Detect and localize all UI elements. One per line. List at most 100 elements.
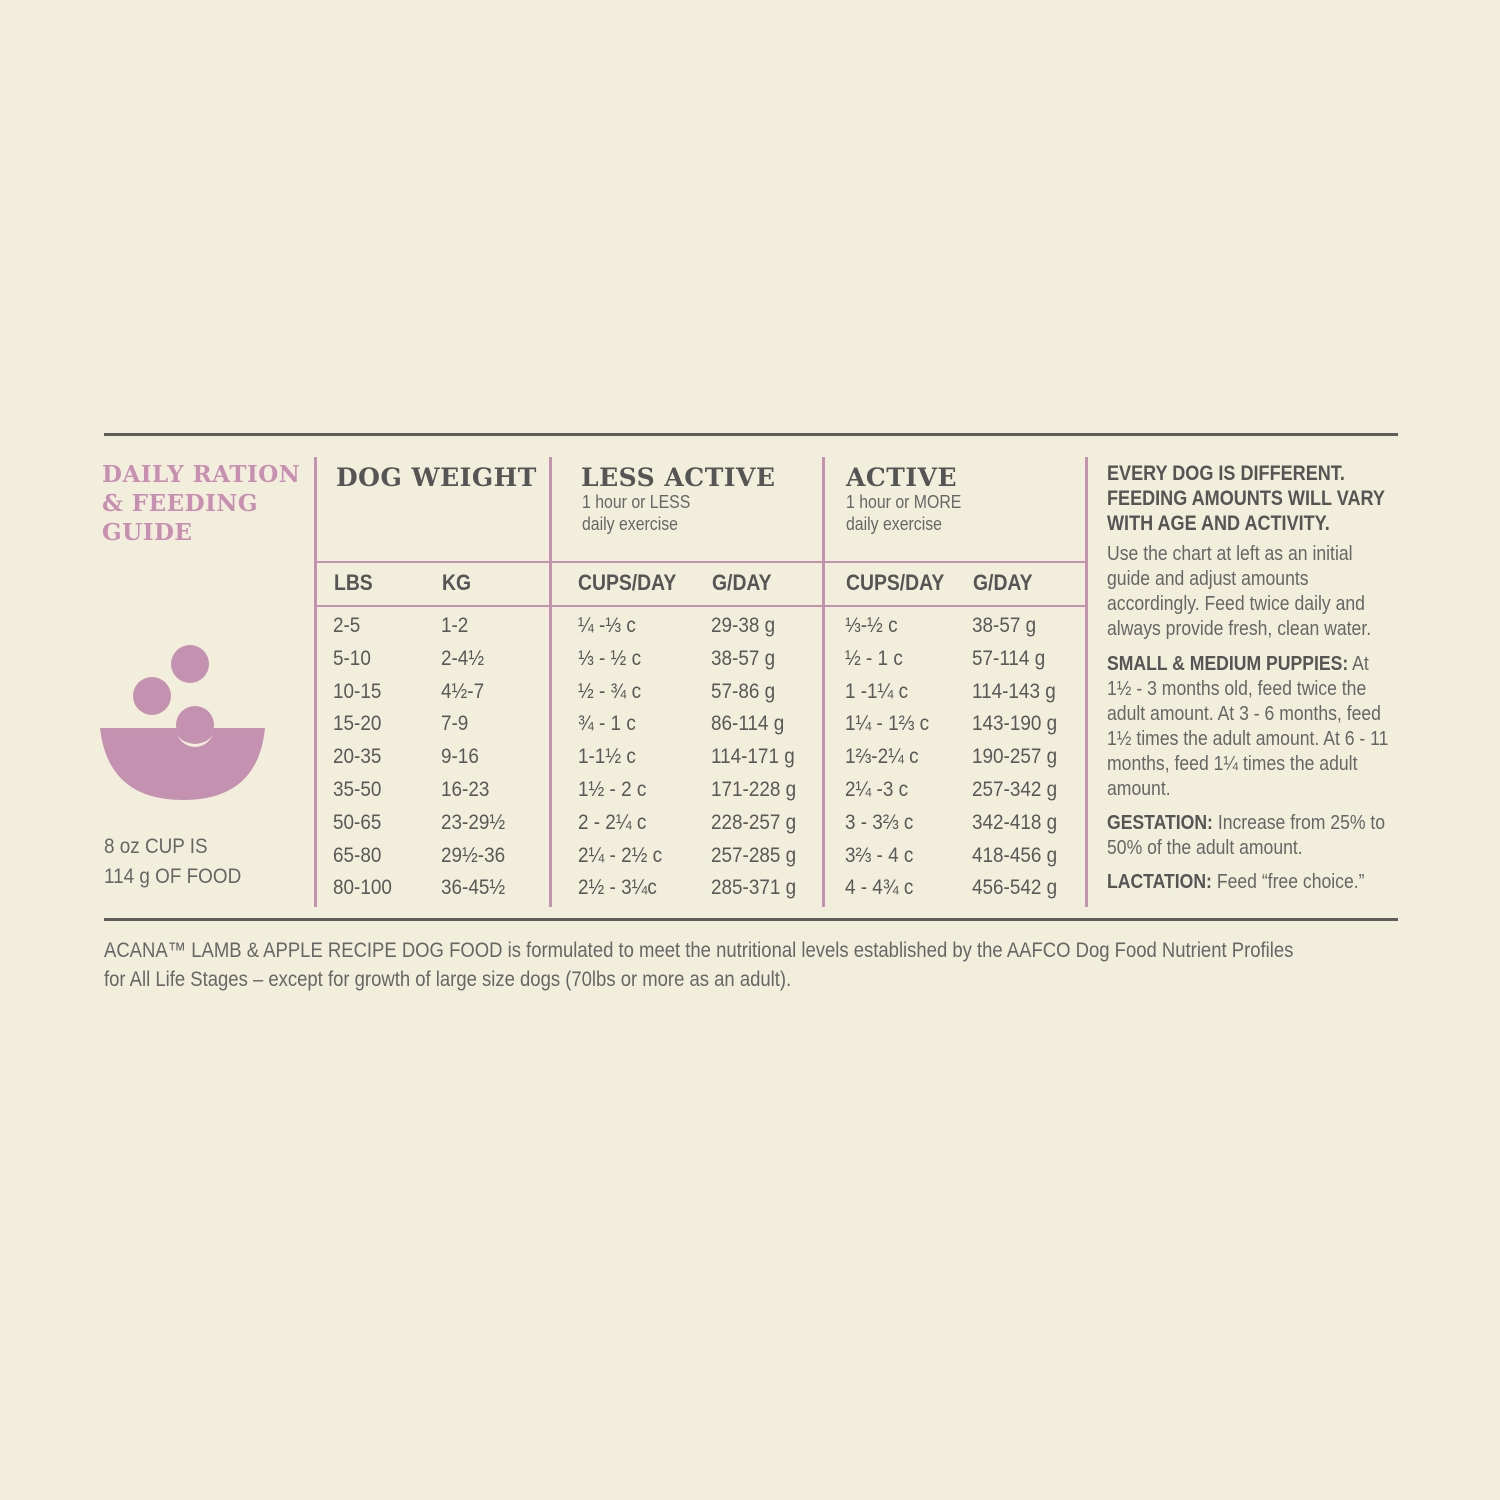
cell-lbs: 10-15: [333, 679, 382, 703]
column-divider: [549, 457, 552, 907]
cell-active-grams: 257-342 g: [972, 778, 1058, 801]
less-active-grams-subheader: G/DAY: [712, 570, 772, 595]
top-rule: [104, 433, 1398, 436]
cell-active-cups: 4 - 4¾ c: [845, 876, 914, 900]
less-active-heading: LESS ACTIVE: [581, 463, 776, 492]
footer-disclaimer: ACANA™ LAMB & APPLE RECIPE DOG FOOD is f…: [104, 936, 1336, 994]
active-cups-subheader: CUPS/DAY: [846, 570, 945, 595]
dog-weight-heading: DOG WEIGHT: [336, 463, 537, 492]
desc-line: 1 hour or LESS: [582, 492, 691, 512]
less-active-desc: 1 hour or LESS daily exercise: [582, 491, 690, 535]
cell-lbs: 2-5: [333, 614, 361, 637]
lactation-label: LACTATION:: [1107, 871, 1212, 893]
cell-lbs: 20-35: [333, 745, 382, 769]
cell-less-active-cups: ¾ - 1 c: [578, 712, 636, 736]
puppies-note: SMALL & MEDIUM PUPPIES: At 1½ - 3 months…: [1107, 652, 1397, 802]
cell-less-active-grams: 86-114 g: [711, 712, 785, 736]
gestation-text: Increase from 25% to 50% of the adult am…: [1107, 812, 1386, 859]
cell-active-cups: 2¼ -3 c: [845, 778, 909, 801]
notes-heading: EVERY DOG IS DIFFERENT. FEEDING AMOUNTS …: [1107, 461, 1399, 536]
cell-active-grams: 342-418 g: [972, 810, 1058, 834]
puppies-label: SMALL & MEDIUM PUPPIES:: [1107, 653, 1349, 675]
cell-less-active-grams: 171-228 g: [711, 778, 797, 801]
cell-kg: 7-9: [441, 712, 469, 736]
cell-kg: 4½-7: [441, 679, 485, 703]
lactation-note: LACTATION: Feed “free choice.”: [1107, 870, 1397, 895]
cell-less-active-grams: 257-285 g: [711, 843, 797, 867]
cell-less-active-cups: 2½ - 3¼c: [578, 876, 657, 900]
cell-lbs: 35-50: [333, 778, 382, 801]
cell-less-active-cups: ⅓ - ½ c: [578, 646, 642, 670]
cell-active-cups: 3 - 3⅔ c: [845, 810, 914, 834]
cell-active-grams: 114-143 g: [972, 679, 1056, 703]
cell-active-grams: 143-190 g: [972, 712, 1058, 736]
cell-active-cups: 1⅔-2¼ c: [845, 745, 919, 769]
cell-less-active-grams: 57-86 g: [711, 679, 776, 703]
notes-panel: EVERY DOG IS DIFFERENT. FEEDING AMOUNTS …: [1107, 461, 1447, 895]
lactation-text: Feed “free choice.”: [1211, 871, 1365, 893]
footer-line: for All Life Stages – except for growth …: [104, 968, 792, 991]
column-divider: [822, 457, 825, 907]
desc-line: daily exercise: [582, 514, 678, 534]
footer-line: ACANA™ LAMB & APPLE RECIPE DOG FOOD is f…: [104, 939, 1294, 962]
cup-note-line: 114 g OF FOOD: [104, 865, 242, 888]
subheader-divider: [315, 605, 1086, 607]
puppies-text: At 1½ - 3 months old, feed twice the adu…: [1107, 653, 1389, 800]
cell-active-cups: 1 -1¼ c: [845, 679, 909, 703]
food-bowl-icon: [100, 645, 265, 800]
cell-less-active-cups: 2 - 2¼ c: [578, 810, 647, 834]
cell-kg: 36-45½: [441, 876, 506, 900]
cell-less-active-cups: ½ - ¾ c: [578, 679, 642, 703]
lbs-subheader: LBS: [334, 570, 373, 595]
active-heading: ACTIVE: [846, 463, 958, 492]
active-grams-subheader: G/DAY: [973, 570, 1033, 595]
column-divider: [1085, 457, 1088, 907]
cell-less-active-grams: 29-38 g: [711, 614, 776, 637]
header-divider: [315, 561, 1086, 563]
cell-kg: 9-16: [441, 745, 479, 769]
cell-kg: 2-4½: [441, 646, 485, 670]
cell-lbs: 80-100: [333, 876, 392, 900]
cell-active-grams: 418-456 g: [972, 843, 1058, 867]
cell-active-cups: ⅓-½ c: [845, 614, 898, 637]
cell-less-active-grams: 228-257 g: [711, 810, 797, 834]
notes-heading-line: WITH AGE AND ACTIVITY.: [1107, 512, 1330, 535]
guide-title-line: & FEEDING: [102, 490, 259, 517]
cell-kg: 23-29½: [441, 810, 506, 834]
cell-lbs: 15-20: [333, 712, 382, 736]
cell-less-active-grams: 285-371 g: [711, 876, 797, 900]
cell-kg: 16-23: [441, 778, 490, 801]
cell-less-active-cups: ¼ -⅓ c: [578, 614, 636, 637]
guide-title-line: GUIDE: [102, 519, 193, 546]
guide-title-line: DAILY RATION: [102, 461, 301, 488]
cell-less-active-cups: 2¼ - 2½ c: [578, 843, 663, 867]
cup-note: 8 oz CUP IS 114 g OF FOOD: [104, 832, 241, 892]
notes-intro: Use the chart at left as an initial guid…: [1107, 543, 1372, 640]
gestation-label: GESTATION:: [1107, 812, 1213, 834]
kg-subheader: KG: [442, 570, 472, 595]
cell-active-cups: ½ - 1 c: [845, 646, 903, 670]
cup-note-line: 8 oz CUP IS: [104, 835, 208, 858]
notes-heading-line: EVERY DOG IS DIFFERENT.: [1107, 462, 1345, 485]
gestation-note: GESTATION: Increase from 25% to 50% of t…: [1107, 811, 1397, 861]
cell-active-grams: 190-257 g: [972, 745, 1058, 769]
guide-title: DAILY RATION & FEEDING GUIDE: [102, 460, 300, 547]
notes-heading-line: FEEDING AMOUNTS WILL VARY: [1107, 487, 1385, 510]
cell-lbs: 5-10: [333, 646, 371, 670]
cell-active-cups: 3⅔ - 4 c: [845, 843, 914, 867]
cell-active-cups: 1¼ - 1⅔ c: [845, 712, 930, 736]
cell-less-active-cups: 1-1½ c: [578, 745, 636, 769]
cell-active-grams: 38-57 g: [972, 614, 1037, 637]
cell-less-active-grams: 38-57 g: [711, 646, 776, 670]
cell-active-grams: 456-542 g: [972, 876, 1058, 900]
column-divider: [314, 457, 317, 907]
cell-lbs: 65-80: [333, 843, 382, 867]
bottom-rule: [104, 918, 1398, 921]
cell-less-active-grams: 114-171 g: [711, 745, 795, 769]
cell-kg: 29½-36: [441, 843, 506, 867]
active-desc: 1 hour or MORE daily exercise: [846, 491, 961, 535]
desc-line: 1 hour or MORE: [846, 492, 962, 512]
desc-line: daily exercise: [846, 514, 942, 534]
cell-kg: 1-2: [441, 614, 469, 637]
cell-less-active-cups: 1½ - 2 c: [578, 778, 647, 801]
